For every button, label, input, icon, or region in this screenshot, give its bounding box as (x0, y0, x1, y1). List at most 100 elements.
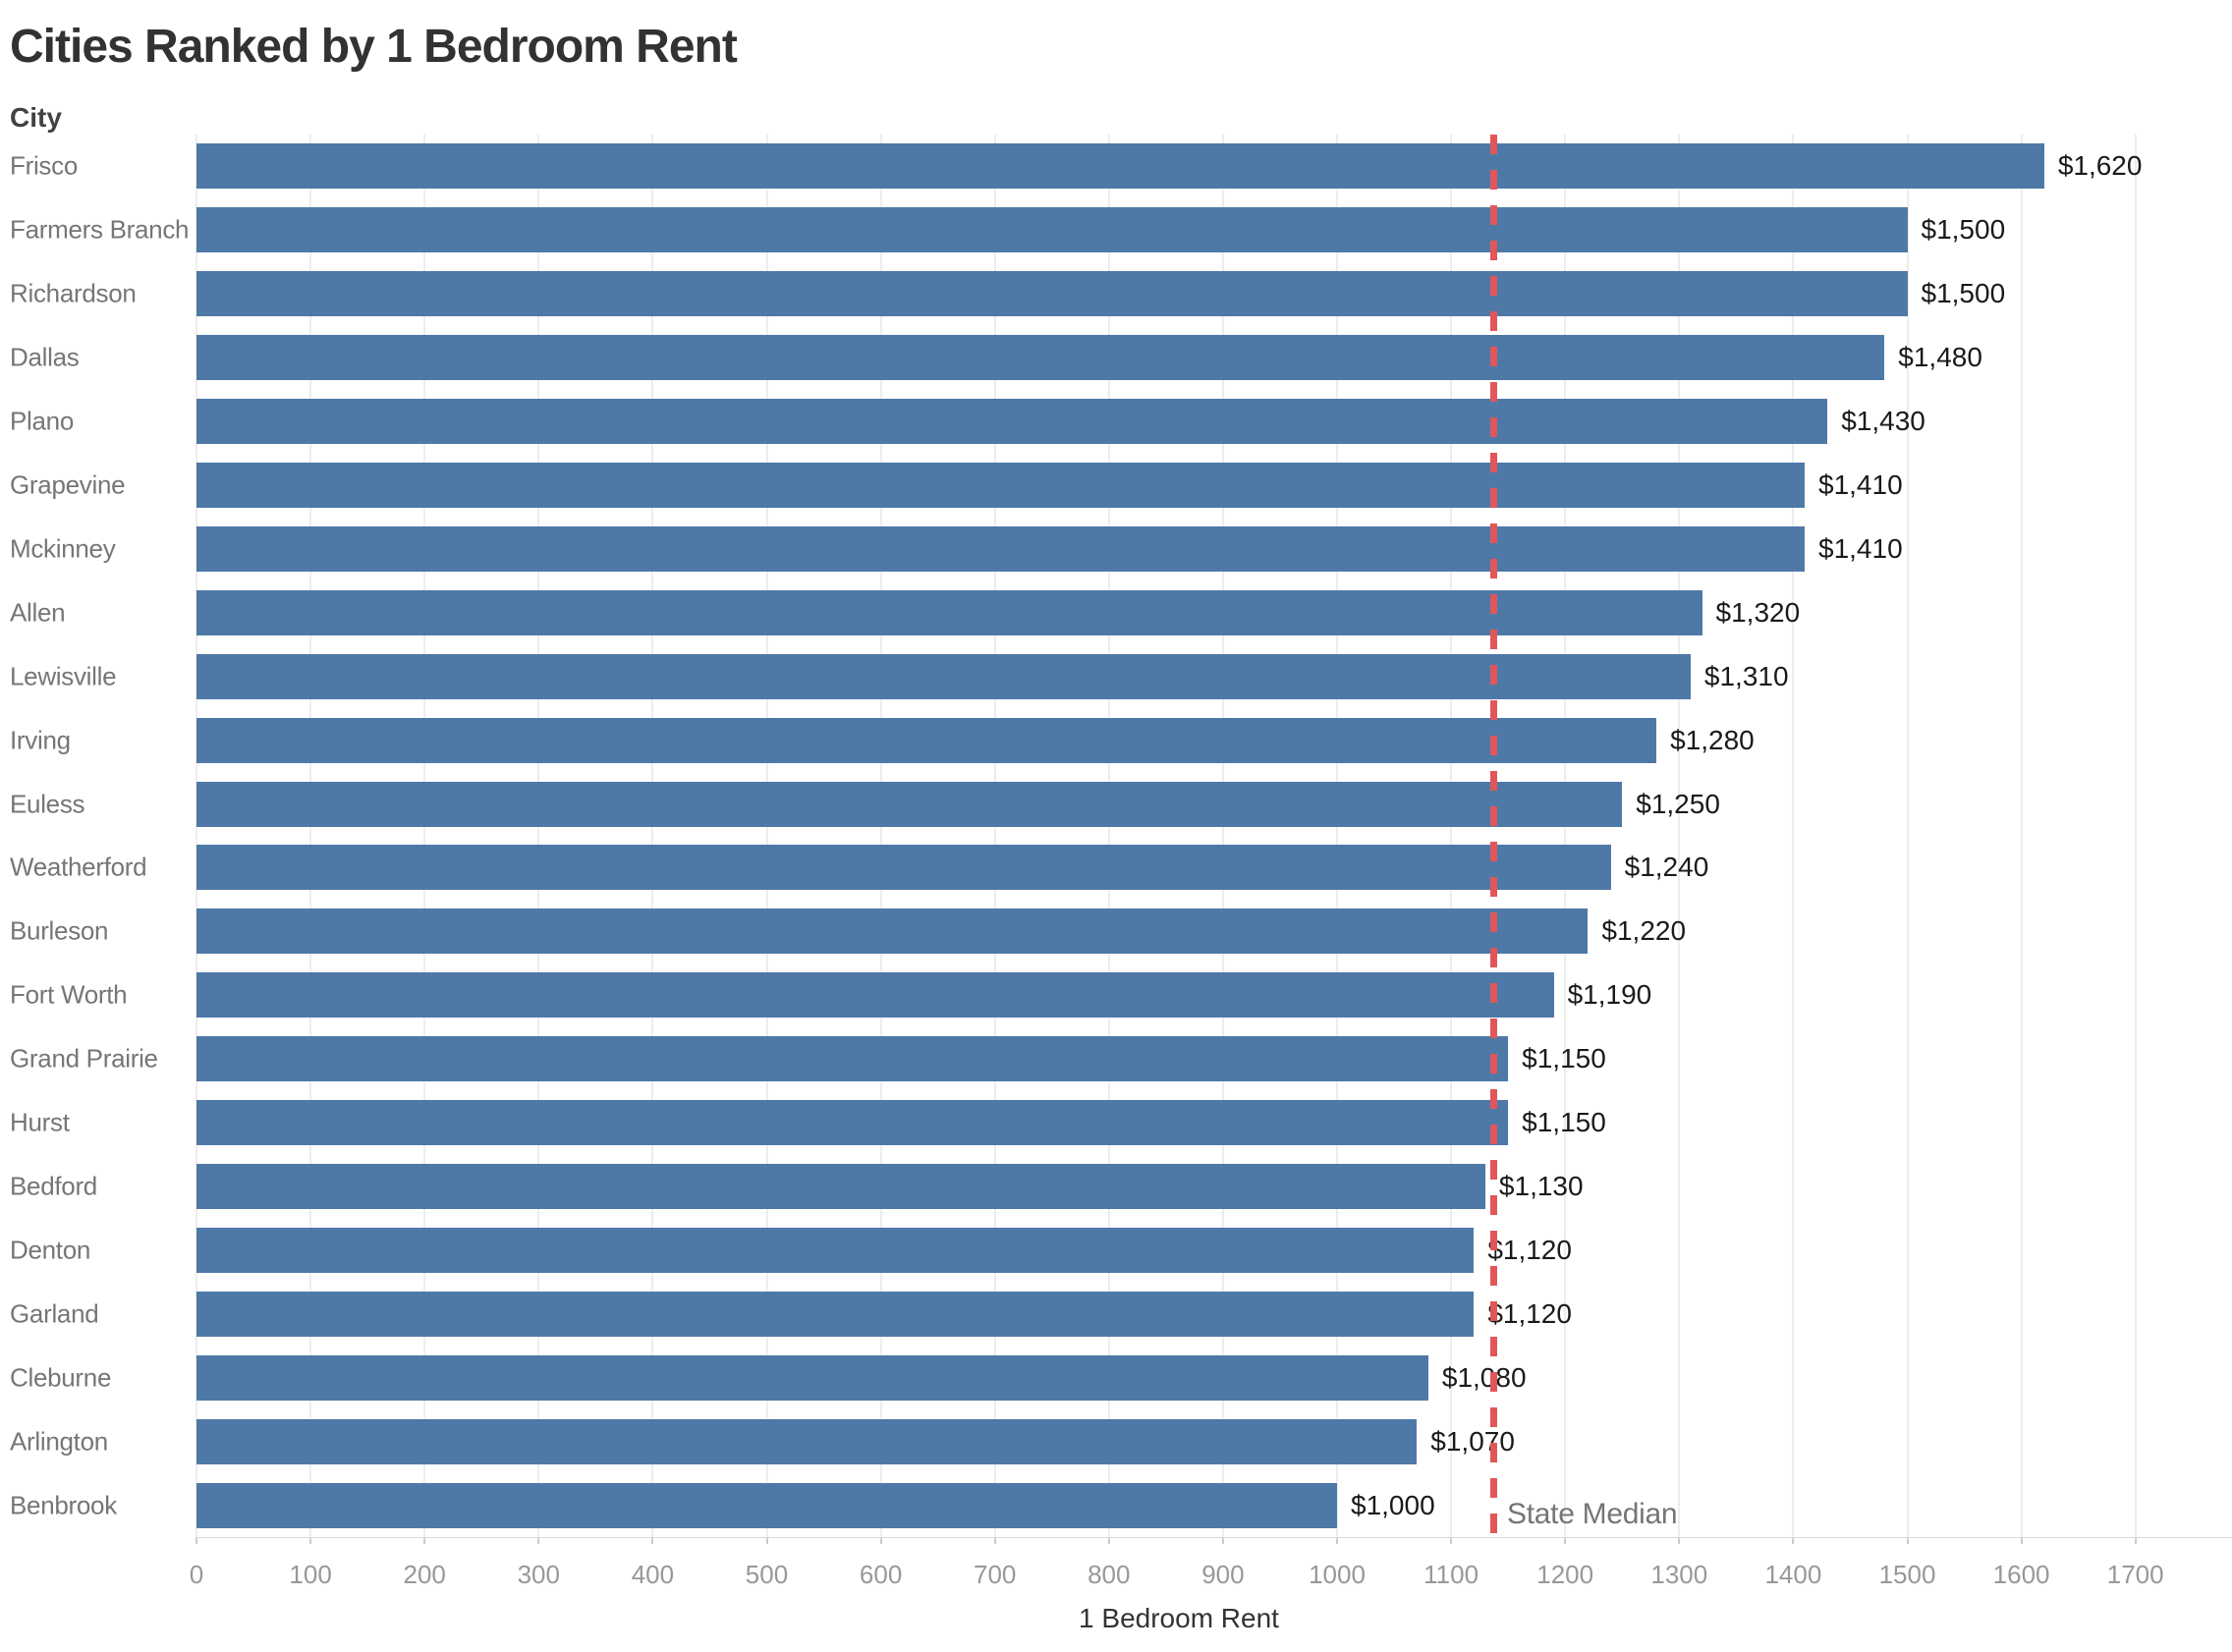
bar[interactable] (196, 781, 1623, 827)
bar[interactable] (196, 1100, 1509, 1146)
value-label: $1,150 (1522, 1107, 1606, 1138)
bar[interactable] (196, 1482, 1337, 1528)
category-label: Benbrook (10, 1490, 117, 1520)
bar[interactable] (196, 143, 2044, 190)
axis-tick-mark (309, 1537, 312, 1544)
x-tick-label: 1400 (1764, 1560, 1822, 1589)
x-tick-label: 1500 (1878, 1560, 1936, 1589)
axis-tick-mark (879, 1537, 882, 1544)
value-label: $1,150 (1522, 1043, 1606, 1074)
value-label: $1,250 (1636, 788, 1720, 819)
axis-tick-mark (1221, 1537, 1224, 1544)
category-label: Allen (10, 597, 66, 628)
bar[interactable] (196, 335, 1885, 381)
bar[interactable] (196, 653, 1691, 699)
category-label: Bedford (10, 1171, 97, 1201)
category-label: Irving (10, 725, 71, 755)
bar[interactable] (196, 1291, 1475, 1337)
gridline (537, 135, 540, 1537)
value-label: $1,500 (1921, 278, 2006, 309)
category-label: Euless (10, 789, 85, 819)
state-median-line (1489, 135, 1497, 1537)
bar[interactable] (196, 589, 1702, 635)
axis-tick-mark (1107, 1537, 1110, 1544)
value-label: $1,130 (1498, 1171, 1584, 1201)
category-label: Richardson (10, 278, 137, 308)
axis-tick-mark (1792, 1537, 1795, 1544)
category-label: Frisco (10, 150, 78, 181)
gridline (2134, 135, 2137, 1537)
category-label: Denton (10, 1235, 91, 1265)
bar[interactable] (196, 1164, 1485, 1209)
gridline (423, 135, 426, 1537)
category-label: Weatherford (10, 852, 147, 882)
bar[interactable] (196, 399, 1828, 445)
x-tick-label: 100 (289, 1560, 332, 1589)
gridline (993, 135, 996, 1537)
axis-tick-mark (1906, 1537, 1909, 1544)
state-median-label: State Median (1507, 1498, 1678, 1530)
category-label: Lewisville (10, 661, 117, 691)
category-label: Farmers Branch (10, 214, 190, 245)
chart-title: Cities Ranked by 1 Bedroom Rent (10, 21, 738, 73)
y-axis-title: City (10, 102, 62, 133)
value-label: $1,070 (1430, 1425, 1515, 1457)
bar[interactable] (196, 972, 1554, 1019)
value-label: $1,000 (1351, 1489, 1435, 1520)
gridline (309, 135, 312, 1537)
x-tick-label: 1000 (1309, 1560, 1366, 1589)
gridline (1221, 135, 1224, 1537)
bar[interactable] (196, 463, 1805, 508)
x-tick-label: 300 (517, 1560, 560, 1589)
axis-tick-mark (195, 1537, 197, 1544)
gridline (195, 135, 197, 1537)
axis-tick-mark (651, 1537, 654, 1544)
bar[interactable] (196, 207, 1908, 253)
category-label: Burleson (10, 915, 109, 946)
gridline (1678, 135, 1681, 1537)
bar[interactable] (196, 1418, 1418, 1464)
x-tick-label: 200 (403, 1560, 446, 1589)
gridline (1336, 135, 1338, 1537)
x-tick-label: 1200 (1536, 1560, 1594, 1589)
value-label: $1,410 (1818, 532, 1903, 564)
bar[interactable] (196, 1036, 1509, 1082)
x-tick-label: 1700 (2106, 1560, 2164, 1589)
value-label: $1,220 (1601, 915, 1687, 947)
plot-area: Frisco $1,620 Farmers Branch $1,500 Richards… (0, 135, 2232, 1544)
bar[interactable] (196, 845, 1611, 891)
x-axis-title: 1 Bedroom Rent (1079, 1603, 1279, 1633)
axis-tick-mark (993, 1537, 996, 1544)
gridline (1107, 135, 1110, 1537)
bar[interactable] (196, 1354, 1428, 1401)
x-tick-label: 800 (1088, 1560, 1131, 1589)
x-tick-label: 600 (859, 1560, 903, 1589)
value-label: $1,480 (1898, 342, 1982, 373)
bar[interactable] (196, 717, 1657, 763)
x-tick-label: 1600 (1992, 1560, 2050, 1589)
value-label: $1,430 (1841, 406, 1925, 437)
bar[interactable] (196, 271, 1908, 317)
bar[interactable] (196, 909, 1589, 955)
bar[interactable] (196, 525, 1805, 572)
gridline (1792, 135, 1795, 1537)
value-label: $1,500 (1921, 214, 2006, 246)
bar[interactable] (196, 1227, 1475, 1273)
category-label: Arlington (10, 1426, 108, 1457)
axis-tick-mark (423, 1537, 426, 1544)
category-label: Mckinney (10, 533, 116, 564)
gridline (1450, 135, 1453, 1537)
x-tick-label: 0 (189, 1560, 204, 1589)
axis-tick-mark (2020, 1537, 2023, 1544)
axis-tick-mark (2134, 1537, 2137, 1544)
category-label: Grapevine (10, 469, 126, 500)
value-label: $1,240 (1624, 852, 1709, 883)
x-tick-label: 400 (631, 1560, 675, 1589)
value-label: $1,120 (1487, 1297, 1572, 1329)
category-label: Dallas (10, 342, 80, 372)
gridline (1906, 135, 1909, 1537)
axis-tick-mark (1450, 1537, 1453, 1544)
axis-tick-mark (537, 1537, 540, 1544)
value-label: $1,120 (1487, 1234, 1572, 1265)
